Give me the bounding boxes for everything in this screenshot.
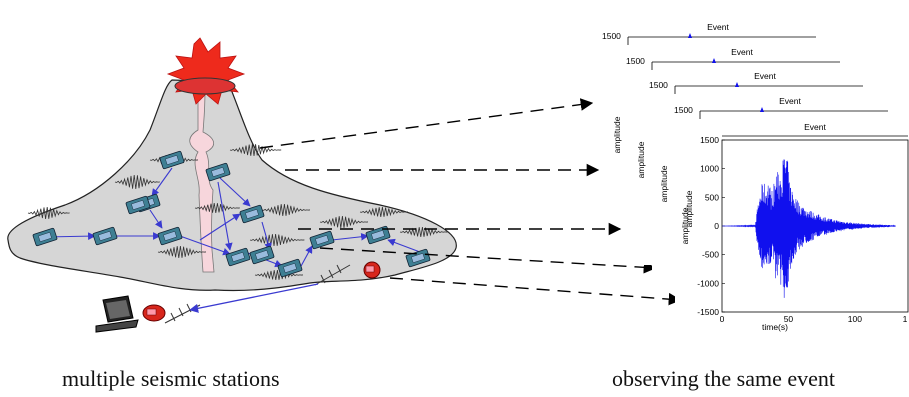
panel-y-label: amplitude — [684, 190, 694, 227]
laptop-icon — [95, 295, 139, 333]
y-tick-label: 500 — [705, 192, 719, 202]
x-tick-label: 50 — [784, 314, 794, 324]
sensor-node-icon — [159, 150, 185, 170]
x-tick-label: 0 — [720, 314, 725, 324]
sensor-node-icon — [125, 195, 151, 215]
chart-title: Event — [804, 122, 826, 132]
sensor-node-icon — [205, 162, 231, 182]
antenna-icon — [164, 303, 201, 324]
y-tick-label: 0 — [714, 221, 719, 231]
base-station-gateway — [142, 304, 166, 322]
front-seismogram: Event 1500 1000 500 0 -500 -1000 -1500 0 50 100 1… — [680, 122, 909, 332]
panel-y-tick: 1500 — [674, 105, 693, 115]
sensor-node-icon — [277, 258, 303, 278]
sensor-node-icon — [225, 247, 251, 267]
panel-y-tick: 1500 — [626, 56, 645, 66]
crater — [174, 77, 236, 95]
mapping-arrow — [389, 277, 682, 306]
antenna-icon — [314, 264, 351, 286]
panel-y-label: amplitude — [659, 165, 669, 202]
y-tick-label: -1500 — [697, 307, 719, 317]
sensor-node-icon — [32, 227, 58, 247]
panel-title: Event — [731, 47, 753, 57]
mapping-arrows — [259, 98, 682, 306]
panel-title: Event — [779, 96, 801, 106]
x-tick-label: 100 — [848, 314, 862, 324]
panel-title: Event — [754, 71, 776, 81]
sensor-node-icon — [239, 204, 265, 224]
magma-conduit — [189, 89, 215, 273]
y-tick-label: 1000 — [700, 164, 719, 174]
x-tick-label: 1 — [903, 314, 908, 324]
uplink-arrow — [189, 283, 319, 313]
sensor-node-icon — [365, 225, 391, 245]
sensor-node-icon — [92, 226, 118, 246]
panel-y-label: amplitude — [612, 116, 622, 153]
x-axis-label: time(s) — [762, 322, 788, 332]
y-tick-label: 1500 — [700, 135, 719, 145]
sensor-node-icon — [157, 226, 183, 246]
y-tick-label: -1000 — [697, 278, 719, 288]
waveform-trace — [722, 159, 896, 298]
panel-y-tick: 1500 — [602, 31, 621, 41]
y-tick-labels: 1500 1000 500 0 -500 -1000 -1500 — [697, 135, 725, 317]
caption-left: multiple seismic stations — [62, 366, 280, 391]
y-tick-label: -500 — [702, 250, 719, 260]
y-axis-label: amplitude — [680, 207, 690, 244]
sensor-node-icon — [249, 245, 275, 265]
x-tick-labels: 0 50 100 1 — [720, 314, 908, 324]
panel-y-label: amplitude — [636, 141, 646, 178]
seismic-waves — [27, 143, 449, 281]
panel-y-tick: 1500 — [649, 80, 668, 90]
mapping-arrow — [259, 98, 594, 149]
mapping-arrow — [319, 247, 657, 274]
sensor-node-icon — [309, 230, 335, 250]
panel-title: Event — [707, 22, 729, 32]
caption-right: observing the same event — [612, 366, 835, 391]
gateway-node — [363, 261, 381, 279]
volcano-body — [7, 79, 457, 292]
